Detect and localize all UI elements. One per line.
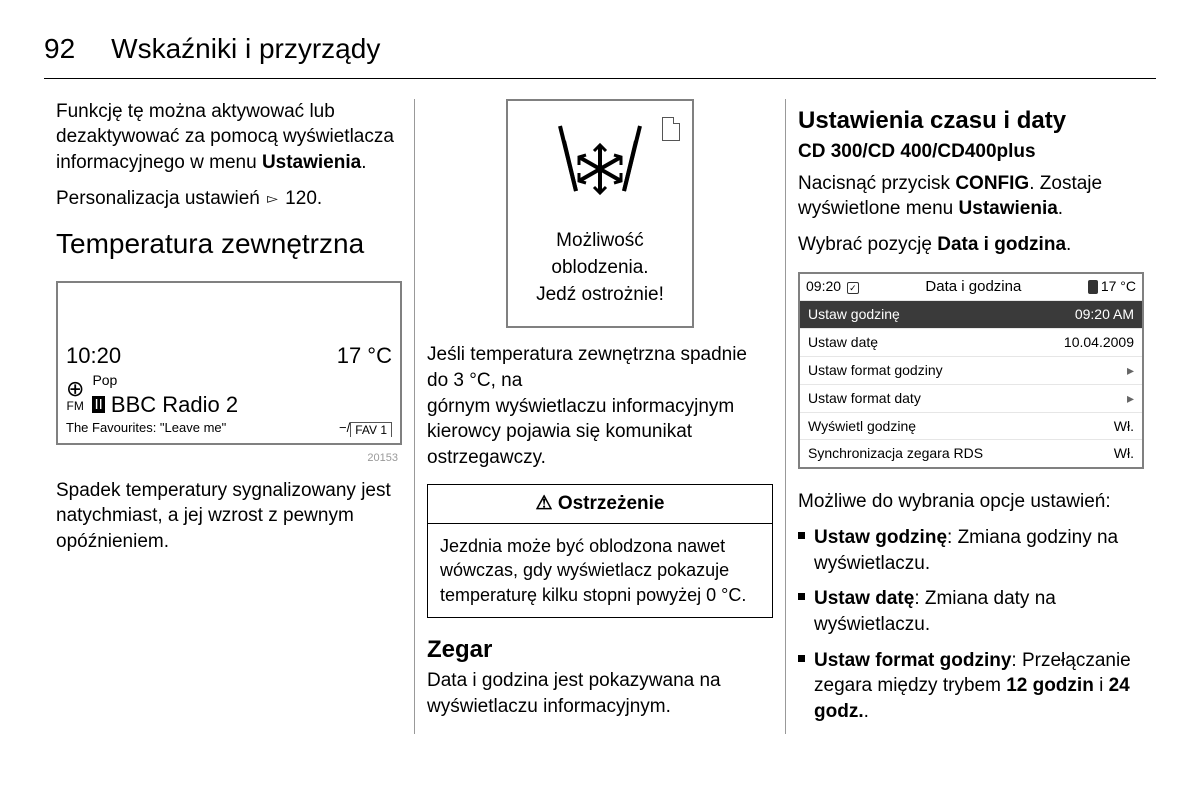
dt-row-label: Ustaw format daty [808,389,921,408]
chapter-title: Wskaźniki i przyrządy [111,30,380,68]
warning-heading: ⚠ Ostrzeżenie [428,485,772,524]
dt-menu-row: Ustaw godzinę 09:20 AM [800,301,1142,328]
radio-temp: 17 °C [337,341,392,371]
dt-row-value: Wł. [1114,444,1134,463]
dt-clock: 09:20 ✓ [806,277,859,296]
dt-row-label: Ustaw datę [808,333,878,352]
document-icon [662,117,680,141]
radio-genre: Pop [92,371,238,390]
dt-row-label: Wyświetl godzinę [808,417,916,436]
warning-box: ⚠ Ostrzeżenie Jezdnia może być oblodzona… [427,484,773,618]
stereo-icon: II [92,396,104,413]
ice-text-3: Jedź ostrożnie! [536,282,664,309]
dt-menu-row: Ustaw format daty ▸ [800,384,1142,412]
dt-row-value: ▸ [1127,361,1134,380]
col2-para-1: Jeśli temperatura zewnętrzna spadnie do … [427,342,773,470]
check-icon: ✓ [847,282,859,294]
heading-clock: Zegar [427,634,773,666]
radio-time: 10:20 [66,341,121,371]
heading-datetime-settings: Ustawienia czasu i daty [798,105,1144,137]
ice-text-1: Możliwość [536,228,664,255]
dt-temp: 17 °C [1088,277,1136,296]
heading-cd-models: CD 300/CD 400/CD400plus [798,139,1144,165]
dt-menu-row: Ustaw datę 10.04.2009 [800,328,1142,356]
radio-track: The Favourites: "Leave me" [66,419,226,437]
options-list: Ustaw godzinę: Zmiana godziny na wyświet… [798,525,1144,724]
page-header: 92 Wskaźniki i przyrządy [44,30,1156,79]
col2-para-2: Data i godzina jest pokazywana na wyświe… [427,668,773,719]
dt-row-value: ▸ [1127,389,1134,408]
option-item: Ustaw datę: Zmiana daty na wyświetlaczu. [798,586,1144,637]
col1-para-3: Spadek temperatury sygnalizowany jest na… [56,478,402,555]
column-2: Możliwość oblodzenia. Jedź ostrożnie! Je… [414,99,785,735]
dt-row-value: 10.04.2009 [1064,333,1134,352]
ice-road-icon [550,121,650,211]
column-3: Ustawienia czasu i daty CD 300/CD 400/CD… [785,99,1156,735]
warning-triangle-icon: ⚠ [536,493,553,514]
page-number: 92 [44,30,75,68]
dt-row-label: Ustaw godzinę [808,305,900,324]
dt-menu-row: Ustaw format godziny ▸ [800,356,1142,384]
column-1: Funkcję tę można aktywować lub dezaktywo… [44,99,414,735]
col3-para-1: Nacisnąć przycisk CONFIG. Zostaje wyświe… [798,171,1144,222]
col3-para-3: Możliwe do wybrania opcje ustawień: [798,489,1144,515]
dt-menu-row: Synchronizacja zegara RDS Wł. [800,439,1142,467]
reference-arrow-icon [265,188,280,209]
figure-code: 20153 [56,451,398,466]
fm-antenna-icon: ⊕ FM [66,378,84,412]
dt-row-label: Ustaw format godziny [808,361,943,380]
ice-warning-figure: Możliwość oblodzenia. Jedź ostrożnie! [506,99,694,328]
radio-station: II BBC Radio 2 [92,390,238,420]
content-columns: Funkcję tę można aktywować lub dezaktywo… [44,99,1156,735]
radio-display-figure: 10:20 17 °C ⊕ FM Pop II BBC Radio 2 The … [56,281,402,445]
col1-para-2: Personalizacja ustawień 120. [56,186,402,212]
dt-title: Data i godzina [859,277,1088,297]
ice-text-2: oblodzenia. [536,255,664,282]
warning-body: Jezdnia może być oblodzona nawet wówczas… [428,524,772,617]
col1-para-1: Funkcję tę można aktywować lub dezaktywo… [56,99,402,176]
thermometer-icon [1088,280,1098,294]
dt-row-value: 09:20 AM [1075,305,1134,324]
datetime-menu-figure: 09:20 ✓ Data i godzina 17 °C Ustaw godzi… [798,272,1144,470]
option-item: Ustaw godzinę: Zmiana godziny na wyświet… [798,525,1144,576]
option-item: Ustaw format godziny: Przełączanie zegar… [798,648,1144,725]
dt-row-value: Wł. [1114,417,1134,436]
radio-fav-tab: FAV 1 [350,422,392,437]
heading-outside-temp: Temperatura zewnętrzna [56,225,402,263]
col3-para-2: Wybrać pozycję Data i godzina. [798,232,1144,258]
dt-row-label: Synchronizacja zegara RDS [808,444,983,463]
dt-menu-row: Wyświetl godzinę Wł. [800,412,1142,440]
